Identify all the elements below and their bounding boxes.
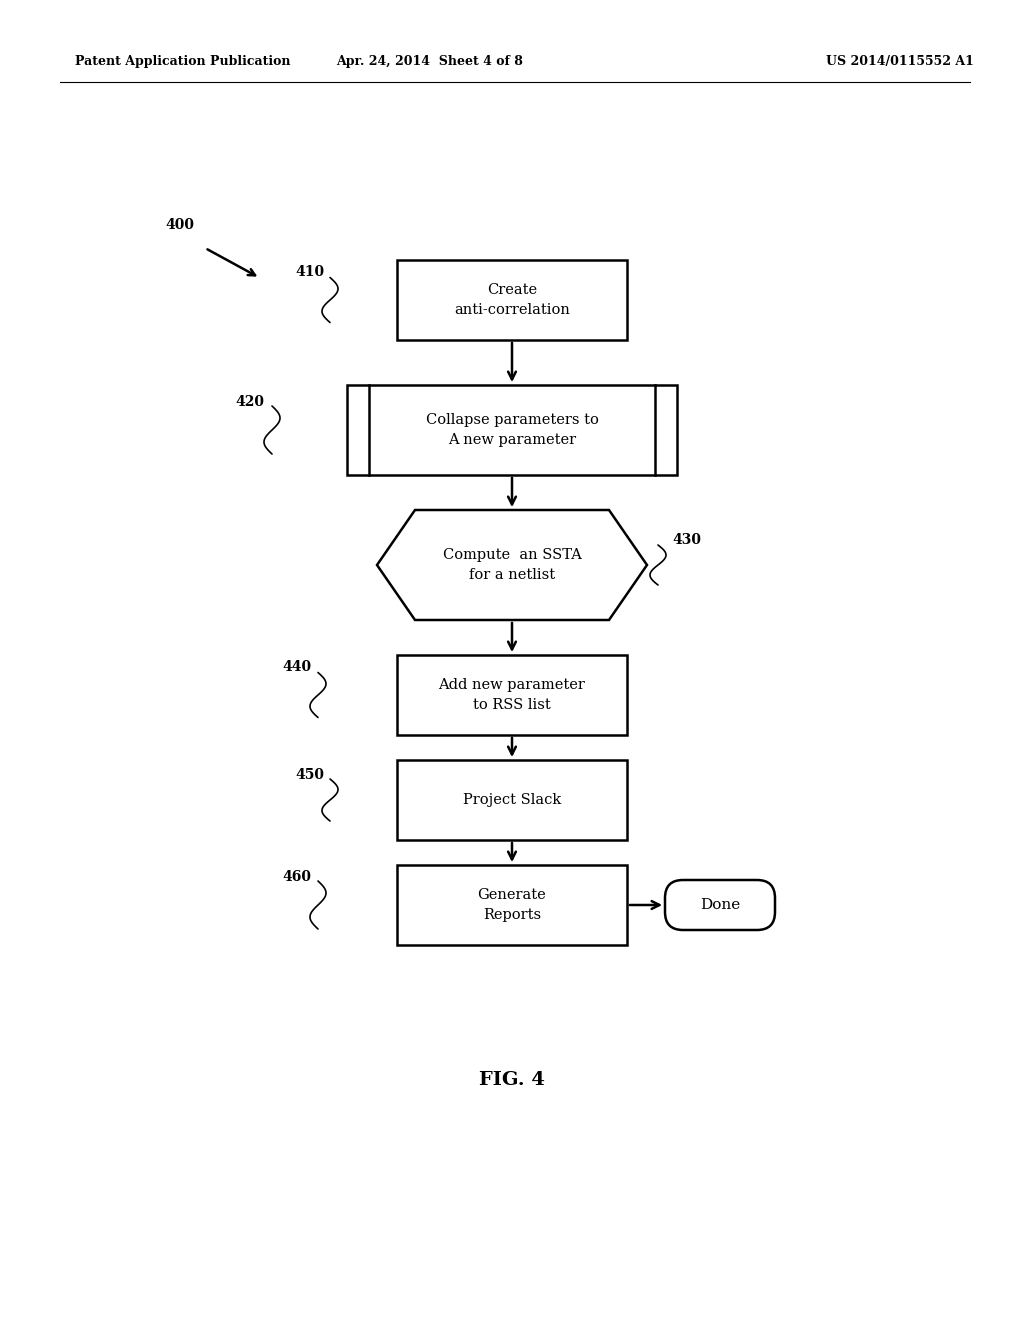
Text: US 2014/0115552 A1: US 2014/0115552 A1 — [826, 55, 974, 69]
Text: Apr. 24, 2014  Sheet 4 of 8: Apr. 24, 2014 Sheet 4 of 8 — [337, 55, 523, 69]
Text: Generate
Reports: Generate Reports — [477, 888, 547, 921]
Bar — [397, 655, 627, 735]
Text: 440: 440 — [282, 660, 311, 675]
Text: 420: 420 — [234, 395, 264, 409]
Text: Create
anti-correlation: Create anti-correlation — [454, 284, 570, 317]
Text: Done: Done — [699, 898, 740, 912]
Text: 460: 460 — [282, 870, 311, 884]
Bar — [397, 865, 627, 945]
Text: Collapse parameters to
A new parameter: Collapse parameters to A new parameter — [426, 413, 598, 446]
Text: 400: 400 — [165, 218, 194, 232]
FancyBboxPatch shape — [665, 880, 775, 931]
Bar — [397, 760, 627, 840]
Text: FIG. 4: FIG. 4 — [479, 1071, 545, 1089]
Text: Patent Application Publication: Patent Application Publication — [75, 55, 291, 69]
Polygon shape — [377, 510, 647, 620]
Text: Compute  an SSTA
for a netlist: Compute an SSTA for a netlist — [442, 548, 582, 582]
Text: Add new parameter
to RSS list: Add new parameter to RSS list — [438, 678, 586, 711]
Text: 450: 450 — [295, 768, 324, 781]
Text: 430: 430 — [672, 533, 701, 546]
Text: Project Slack: Project Slack — [463, 793, 561, 807]
Bar — [397, 260, 627, 341]
Bar — [347, 385, 677, 475]
Text: 410: 410 — [295, 265, 325, 279]
